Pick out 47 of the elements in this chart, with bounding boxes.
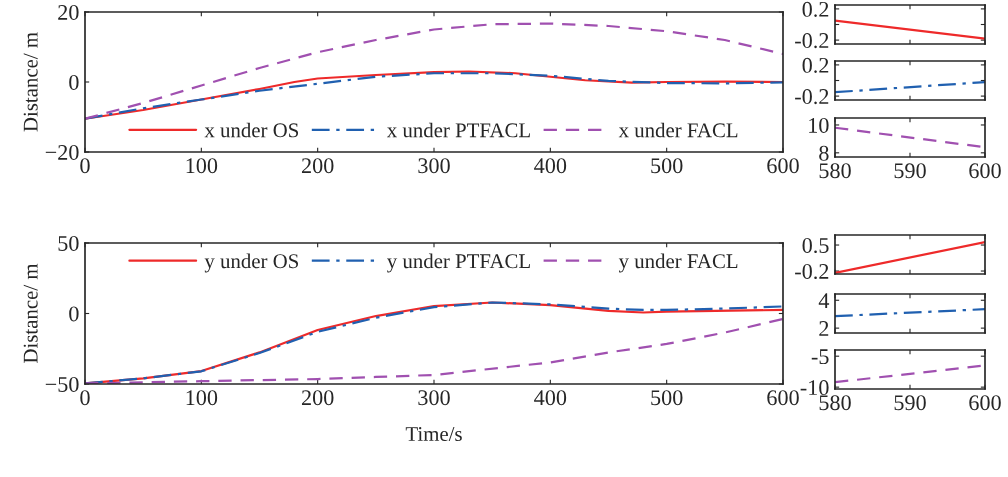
x-tick-label: 600: [969, 163, 1001, 179]
x-tick-label: 600: [767, 158, 799, 174]
x-tick-label: 600: [767, 390, 799, 406]
y-axis-title: Distance/ m: [23, 263, 38, 363]
y-tick-label: -5: [811, 349, 829, 365]
y-tick-label: 8: [819, 145, 829, 161]
legend-label: y under PTFACL: [387, 253, 530, 273]
y-tick-label: −20: [45, 144, 79, 160]
y-tick-label: -10: [800, 380, 829, 396]
y-tick-label: 0.2: [802, 57, 829, 73]
y-tick-label: 2: [819, 321, 829, 336]
x-tick-label: 590: [894, 163, 926, 179]
x-axis-title: Time/s: [405, 427, 462, 442]
x-tick-label: 400: [534, 158, 567, 174]
legend-label: x under OS: [204, 122, 299, 138]
legend-label: y under OS: [204, 253, 299, 273]
legend-label: y under FACL: [618, 253, 738, 273]
x-tick-label: 500: [651, 390, 683, 406]
x-tick-label: 590: [894, 395, 926, 411]
x-tick-label: 580: [819, 163, 851, 179]
x-tick-label: 200: [301, 390, 334, 406]
y-tick-label: -0.2: [795, 89, 829, 105]
y-tick-label: 0: [69, 74, 79, 90]
y-tick-label: 4: [818, 293, 830, 308]
legend-label: x under PTFACL: [386, 122, 530, 138]
y-tick-label: 0: [69, 306, 79, 322]
x-tick-label: 0: [80, 158, 90, 174]
x-tick-label: 0: [80, 390, 90, 406]
y-tick-label: 0.2: [802, 1, 829, 17]
x-tick-label: 500: [651, 158, 683, 174]
y-tick-label: -0.2: [795, 33, 829, 49]
y-axis-title: Distance/ m: [23, 32, 38, 132]
x-tick-label: 600: [969, 395, 1001, 411]
x-tick-label: 200: [301, 158, 334, 174]
x-tick-label: 300: [418, 390, 450, 406]
x-tick-label: 580: [819, 395, 851, 411]
y-tick-label: 0.5: [802, 237, 829, 254]
y-tick-label: 20: [58, 4, 79, 20]
legend-label: x under FACL: [618, 122, 738, 138]
x-tick-label: 100: [186, 390, 218, 406]
x-tick-label: 300: [418, 158, 450, 174]
x-tick-label: 100: [186, 158, 218, 174]
y-tick-label: 50: [58, 235, 79, 251]
x-tick-label: 400: [534, 390, 567, 406]
y-tick-label: 10: [809, 117, 829, 133]
y-tick-label: -0.2: [795, 263, 829, 280]
y-tick-label: −50: [45, 376, 79, 392]
